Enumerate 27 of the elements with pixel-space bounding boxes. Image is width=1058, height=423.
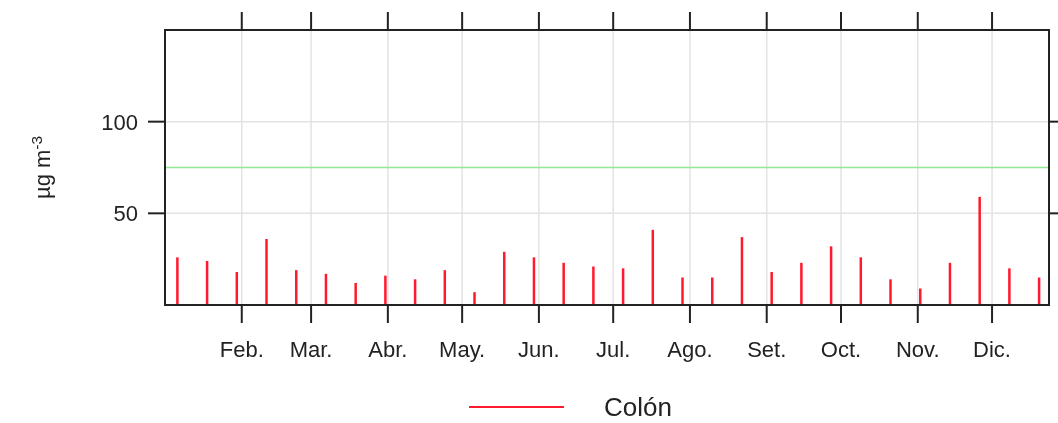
bar <box>592 266 595 305</box>
y-tick-label: 50 <box>113 201 138 227</box>
bar <box>1008 268 1011 305</box>
bar <box>889 279 892 305</box>
legend-label: Colón <box>604 392 672 422</box>
x-tick-label: Nov. <box>895 337 940 362</box>
bar <box>176 257 179 305</box>
x-tick-label: Abr. <box>368 337 408 362</box>
x-tick-label: Jul. <box>596 337 631 362</box>
x-tick-label: Set. <box>747 337 787 362</box>
bar <box>770 272 773 305</box>
x-tick-label: Oct. <box>820 337 862 362</box>
x-tick-label: Feb. <box>219 337 264 362</box>
bar <box>384 275 387 305</box>
x-tick-label: Mar. <box>289 337 333 362</box>
x-tick-label: Jun. <box>518 337 560 362</box>
bar <box>681 277 684 305</box>
bar <box>562 262 565 305</box>
bar <box>265 239 268 305</box>
x-tick-label: May. <box>439 337 486 362</box>
bar <box>473 292 476 305</box>
bar <box>354 283 357 305</box>
bar <box>800 262 803 305</box>
x-tick-label: Ago. <box>667 337 713 362</box>
bar <box>978 196 981 305</box>
y-tick-label: 100 <box>101 109 138 135</box>
x-tick-label: Dic. <box>973 337 1011 362</box>
